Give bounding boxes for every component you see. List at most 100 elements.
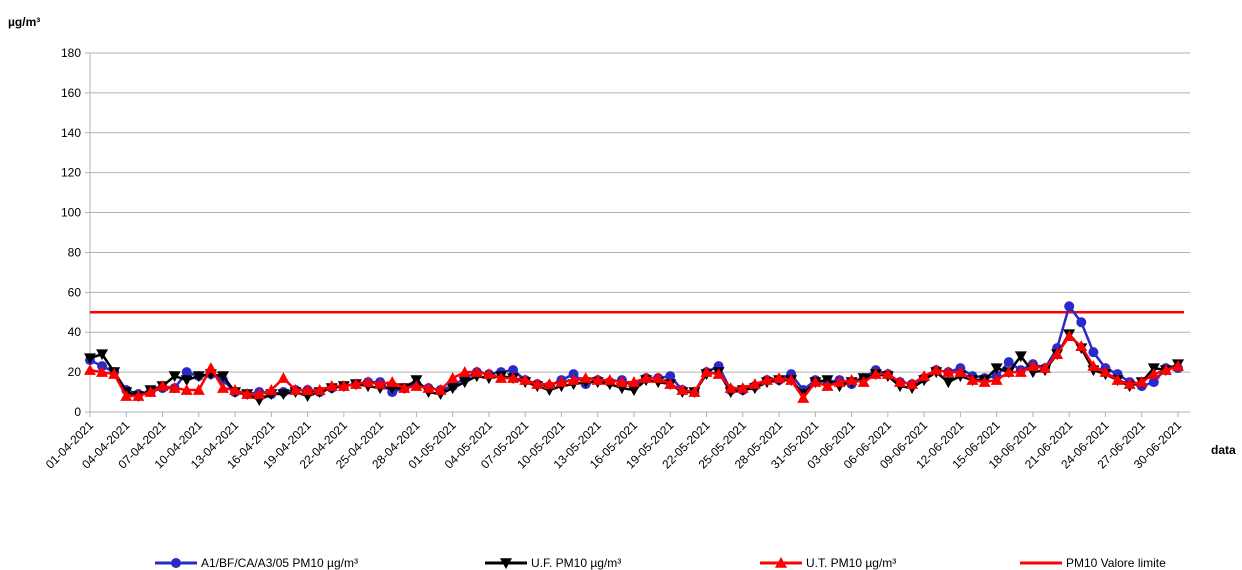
marker (1075, 340, 1088, 351)
marker (144, 386, 157, 397)
marker (446, 383, 459, 395)
legend-label: U.F. PM10 µg/m³ (531, 556, 621, 570)
marker (785, 374, 798, 385)
marker (229, 384, 242, 395)
legend-label: U.T. PM10 µg/m³ (806, 556, 896, 570)
y-axis-label: µg/m³ (8, 15, 40, 29)
marker (978, 376, 991, 387)
marker (84, 364, 96, 375)
marker (470, 366, 483, 377)
y-tick-label: 100 (61, 206, 81, 220)
marker (216, 382, 229, 393)
marker (171, 558, 181, 568)
marker (628, 385, 640, 397)
marker (180, 375, 193, 387)
marker (833, 376, 846, 387)
marker (893, 376, 906, 387)
marker (845, 374, 858, 385)
marker (241, 388, 254, 399)
marker (410, 380, 423, 391)
series (84, 330, 1184, 403)
marker (760, 374, 773, 385)
marker (386, 376, 399, 387)
marker (918, 370, 931, 381)
marker (265, 384, 278, 395)
y-tick-label: 140 (61, 126, 81, 140)
marker (531, 378, 544, 389)
marker (1076, 317, 1087, 328)
marker (458, 366, 471, 377)
marker (603, 374, 616, 385)
marker (676, 384, 689, 395)
marker (700, 366, 713, 377)
marker (156, 380, 169, 391)
marker (724, 382, 737, 393)
marker (507, 372, 520, 383)
marker (775, 557, 787, 568)
marker (1087, 360, 1100, 371)
y-tick-label: 60 (68, 285, 82, 299)
y-tick-label: 0 (74, 405, 81, 419)
marker (120, 390, 133, 401)
marker (1014, 366, 1027, 377)
marker (96, 366, 109, 377)
y-tick-label: 180 (61, 46, 81, 60)
marker (579, 372, 592, 383)
marker (640, 372, 653, 383)
marker (277, 389, 290, 401)
marker (192, 371, 205, 383)
marker (1064, 301, 1075, 312)
marker (508, 365, 519, 376)
marker (325, 380, 338, 391)
marker (362, 376, 375, 387)
marker (1026, 360, 1039, 371)
marker (736, 382, 749, 393)
marker (181, 367, 192, 378)
marker (930, 364, 943, 375)
marker (1088, 347, 1099, 358)
marker (1003, 357, 1014, 368)
marker (398, 382, 411, 393)
marker (1148, 377, 1159, 388)
y-tick-label: 40 (68, 325, 82, 339)
marker (652, 372, 665, 383)
marker (168, 382, 181, 393)
marker (313, 384, 326, 395)
marker (567, 374, 580, 385)
marker (96, 349, 109, 361)
marker (277, 372, 290, 383)
marker (180, 384, 193, 395)
marker (1014, 351, 1027, 363)
marker (1099, 366, 1112, 377)
marker (204, 362, 217, 373)
marker (519, 374, 532, 385)
marker (942, 377, 955, 389)
marker (555, 376, 568, 387)
y-tick-label: 160 (61, 86, 81, 100)
marker (192, 384, 205, 395)
marker (374, 378, 387, 389)
marker (301, 384, 314, 395)
marker (688, 386, 701, 397)
marker (773, 372, 786, 383)
marker (628, 376, 640, 387)
marker (289, 384, 302, 395)
legend-label: PM10 Valore limite (1066, 556, 1166, 570)
marker (591, 374, 604, 385)
marker (168, 371, 181, 383)
marker (857, 376, 870, 387)
marker (422, 382, 435, 393)
legend-label: A1/BF/CA/A3/05 PM10 µg/m³ (201, 556, 358, 570)
x-axis-label: data (1211, 443, 1236, 457)
y-tick-label: 80 (68, 245, 82, 259)
marker (869, 368, 882, 379)
marker (906, 378, 919, 389)
marker (881, 368, 894, 379)
marker (1159, 364, 1172, 375)
marker (748, 378, 761, 389)
marker (337, 380, 350, 391)
marker (1172, 360, 1184, 371)
marker (108, 368, 121, 379)
marker (543, 378, 556, 389)
